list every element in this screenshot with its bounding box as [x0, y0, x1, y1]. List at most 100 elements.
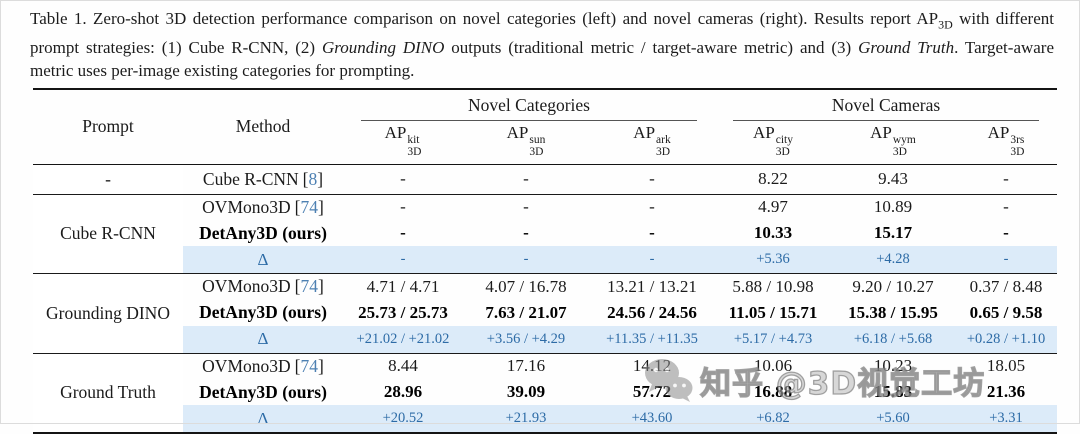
metric-header-ap-city: AP city 3D: [753, 123, 793, 159]
metric-header-ap-kit: AP kit 3D: [384, 123, 422, 159]
caption-text: . Target-aware metric uses per-image exi…: [30, 38, 1055, 81]
value-cell: 57.72: [632, 382, 672, 402]
table-row: Cube R-CNN OVMono3D [74] - - - 4.97 10.89…: [33, 194, 1057, 274]
value-cell: +4.28: [831, 246, 956, 274]
column-header-prompt: Prompt: [82, 116, 134, 137]
value-cell: +0.28 / +1.10: [955, 325, 1058, 354]
value-cell: 11.05 / 15.71: [728, 302, 818, 322]
caption-text: with different prompt strategies: (1) Cu…: [30, 9, 1054, 58]
value-cell: -: [523, 197, 529, 217]
value-cell: -: [400, 223, 406, 243]
prompt-cell: Grounding DINO: [33, 273, 183, 354]
prompt-cell: Ground Truth: [33, 353, 183, 434]
value-cell: -: [463, 246, 589, 274]
value-cell: +43.60: [589, 405, 716, 434]
value-cell: -: [589, 246, 716, 274]
table-row: - Cube R-CNN [8] - - - 8.22 9.43 -: [33, 164, 1057, 195]
method-label: OVMono3D: [202, 276, 291, 297]
citation: [74]: [294, 355, 324, 376]
group-ground-truth: Ground Truth OVMono3D [74] 8.44 17.16 14.…: [33, 353, 1058, 434]
value-cell: 15.17: [873, 223, 913, 243]
metric-header-ap-sun: AP sun 3D: [506, 123, 546, 159]
delta-symbol: Δ: [183, 325, 343, 354]
value-cell: -: [523, 169, 529, 189]
group-grounding-dino: Grounding DINO OVMono3D [74] 4.71 / 4.71 …: [33, 273, 1058, 354]
prompt-cell: -: [33, 164, 183, 195]
caption-text: outputs (traditional metric / target-awa…: [444, 38, 859, 58]
value-cell: 39.09: [506, 382, 546, 402]
metric-header-ap-wym: AP wym 3D: [870, 123, 916, 159]
value-cell: 25.73 / 25.73: [358, 302, 448, 322]
table-row-ours: DetAny3D (ours) - - - 10.33 15.17 -: [33, 220, 1057, 246]
method-cell: DetAny3D (ours): [199, 381, 327, 402]
table-row-ours: DetAny3D (ours) 25.73 / 25.73 7.63 / 21.…: [33, 300, 1057, 326]
value-cell: -: [1003, 169, 1009, 189]
delta-row: Δ +21.02 / +21.02 +3.56 / +4.29 +11.35 /…: [33, 325, 1058, 354]
citation: [8]: [302, 168, 324, 189]
caption-ap-subscript: 3D: [938, 17, 953, 32]
value-cell: 14.12: [632, 356, 672, 376]
method-cell: OVMono3D [74]: [183, 274, 343, 300]
value-cell: 4.97: [758, 197, 788, 217]
caption-italic-grounding-dino: Grounding DINO: [321, 38, 445, 58]
value-cell: -: [400, 197, 406, 217]
value-cell: 17.16: [506, 356, 546, 376]
results-table: Prompt Method Novel Categories Novel Cam…: [33, 88, 1058, 434]
column-group-novel-cameras: Novel Cameras: [715, 89, 1057, 122]
value-cell: 0.37 / 8.48: [969, 276, 1043, 296]
value-cell: -: [649, 197, 655, 217]
value-cell: -: [523, 223, 529, 243]
value-cell: 8.44: [388, 356, 418, 376]
value-cell: -: [649, 223, 655, 243]
value-cell: +3.31: [955, 405, 1058, 434]
table-row: Ground Truth OVMono3D [74] 8.44 17.16 14.…: [33, 353, 1057, 434]
value-cell: -: [400, 169, 406, 189]
value-cell: 16.88: [753, 382, 793, 402]
value-cell: 0.65 / 9.58: [969, 302, 1043, 322]
value-cell: 9.43: [878, 169, 908, 189]
citation: [74]: [294, 276, 324, 297]
value-cell: +21.93: [463, 405, 589, 434]
value-cell: 10.23: [873, 356, 913, 376]
value-cell: +20.52: [343, 405, 463, 434]
method-label: OVMono3D: [202, 196, 291, 217]
value-cell: 10.33: [753, 223, 793, 243]
column-group-novel-categories: Novel Categories: [343, 89, 715, 122]
value-cell: +6.18 / +5.68: [831, 325, 956, 354]
value-cell: 28.96: [383, 382, 423, 402]
method-label: OVMono3D: [202, 355, 291, 376]
value-cell: +11.35 / +11.35: [589, 325, 716, 354]
delta-row: Δ +20.52 +21.93 +43.60 +6.82 +5.60 +3.31: [33, 405, 1058, 434]
caption-text: Table 1. Zero-shot 3D detection performa…: [30, 9, 939, 28]
value-cell: -: [1003, 223, 1009, 243]
value-cell: -: [649, 169, 655, 189]
value-cell: 7.63 / 21.07: [485, 302, 567, 322]
value-cell: +6.82: [715, 405, 832, 434]
method-cell: DetAny3D (ours): [199, 222, 327, 243]
citation: [74]: [294, 196, 324, 217]
table-row: Grounding DINO OVMono3D [74] 4.71 / 4.71 …: [33, 273, 1057, 354]
value-cell: 15.38 / 15.95: [848, 302, 938, 322]
value-cell: 15.83: [873, 382, 913, 402]
caption-italic-ground-truth: Ground Truth: [858, 38, 955, 58]
value-cell: +21.02 / +21.02: [343, 325, 463, 354]
table-row-ours: DetAny3D (ours) 28.96 39.09 57.72 16.88 …: [33, 379, 1057, 405]
value-cell: -: [343, 246, 463, 274]
group-cube-rcnn: Cube R-CNN OVMono3D [74] - - - 4.97 10.89…: [33, 194, 1058, 274]
value-cell: 8.22: [758, 169, 788, 189]
value-cell: 9.20 / 10.27: [852, 276, 934, 296]
value-cell: 13.21 / 13.21: [607, 276, 697, 296]
value-cell: 10.06: [753, 356, 793, 376]
metric-header-ap-3rs: AP 3rs 3D: [987, 123, 1025, 159]
value-cell: 18.05: [986, 356, 1026, 376]
method-cell: Cube R-CNN [8]: [183, 164, 343, 194]
method-cell: OVMono3D [74]: [183, 353, 343, 379]
value-cell: 4.07 / 16.78: [485, 276, 567, 296]
metric-header-ap-ark: AP ark 3D: [633, 123, 671, 159]
delta-symbol: Δ: [183, 405, 343, 434]
value-cell: -: [1003, 197, 1009, 217]
value-cell: 5.88 / 10.98: [732, 276, 814, 296]
value-cell: +5.36: [715, 246, 832, 274]
value-cell: +5.17 / +4.73: [715, 325, 832, 354]
value-cell: +3.56 / +4.29: [463, 325, 589, 354]
